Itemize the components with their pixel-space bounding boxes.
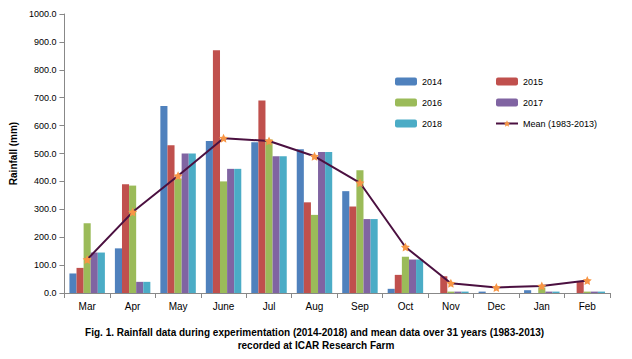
svg-text:Nov: Nov: [442, 301, 460, 312]
svg-text:Sep: Sep: [351, 301, 369, 312]
svg-text:100.0: 100.0: [34, 260, 57, 270]
svg-text:Apr: Apr: [125, 301, 141, 312]
svg-text:June: June: [213, 301, 235, 312]
svg-text:600.0: 600.0: [34, 121, 57, 131]
svg-text:Oct: Oct: [398, 301, 414, 312]
svg-text:2015: 2015: [523, 77, 543, 87]
svg-text:Jan: Jan: [534, 301, 550, 312]
svg-text:2016: 2016: [422, 98, 442, 108]
svg-text:Mean (1983-2013): Mean (1983-2013): [523, 119, 597, 129]
svg-text:Dec: Dec: [487, 301, 505, 312]
svg-text:1000.0: 1000.0: [29, 9, 57, 19]
svg-text:500.0: 500.0: [34, 149, 57, 159]
svg-text:2018: 2018: [422, 119, 442, 129]
svg-text:Rainfall (mm): Rainfall (mm): [8, 122, 19, 185]
svg-text:900.0: 900.0: [34, 37, 57, 47]
svg-text:800.0: 800.0: [34, 65, 57, 75]
svg-text:recorded at ICAR Research Farm: recorded at ICAR Research Farm: [238, 340, 395, 351]
svg-text:2014: 2014: [422, 77, 442, 87]
svg-text:2017: 2017: [523, 98, 543, 108]
svg-text:Fig. 1. Rainfall data during e: Fig. 1. Rainfall data during experimenta…: [85, 327, 547, 338]
svg-text:Feb: Feb: [579, 301, 597, 312]
svg-text:400.0: 400.0: [34, 176, 57, 186]
svg-text:300.0: 300.0: [34, 204, 57, 214]
svg-text:Jul: Jul: [263, 301, 276, 312]
svg-text:700.0: 700.0: [34, 93, 57, 103]
svg-text:Mar: Mar: [79, 301, 97, 312]
svg-text:200.0: 200.0: [34, 232, 57, 242]
svg-text:May: May: [169, 301, 188, 312]
svg-text:0.0: 0.0: [44, 288, 57, 298]
svg-text:Aug: Aug: [306, 301, 324, 312]
